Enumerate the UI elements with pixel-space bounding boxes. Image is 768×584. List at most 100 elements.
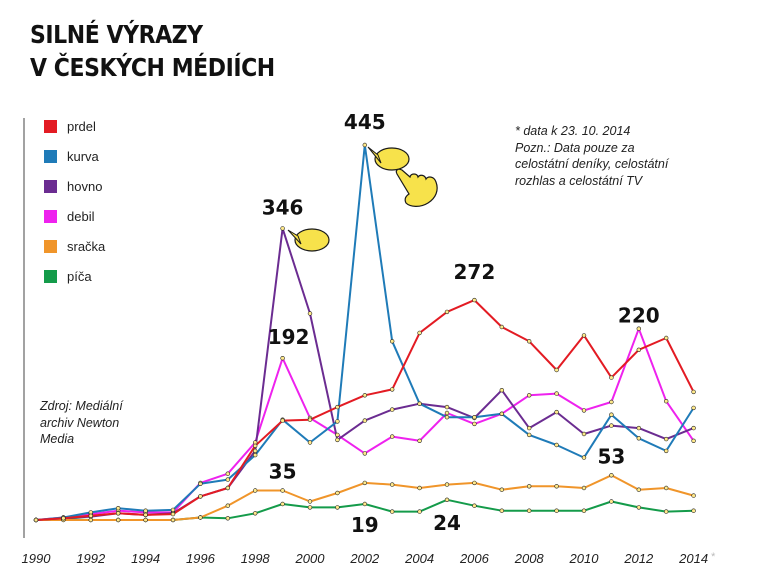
data-point (663, 485, 669, 491)
data-point (691, 389, 696, 395)
data-point (417, 485, 422, 491)
data-point (362, 501, 367, 507)
data-point (115, 517, 121, 523)
data-point (609, 473, 614, 478)
data-point (253, 448, 258, 454)
legend-swatch (44, 270, 57, 283)
data-point (499, 487, 504, 492)
title-line: SILNÉ VÝRAZY (30, 20, 203, 49)
x-tick-label: 2010 (569, 551, 600, 566)
data-point (472, 480, 477, 486)
data-point (554, 484, 559, 489)
data-point (307, 505, 313, 510)
data-point (444, 415, 450, 420)
data-point (198, 481, 203, 486)
data-point (33, 517, 39, 523)
data-point (61, 516, 66, 521)
data-point (663, 436, 669, 442)
data-point (444, 482, 450, 487)
x-tick-label: 1996 (186, 551, 216, 566)
data-point (253, 488, 258, 493)
data-point (362, 142, 367, 148)
data-point (609, 412, 614, 417)
x-tick-label: 2012 (623, 551, 654, 566)
data-point (691, 425, 696, 431)
legend-label: kurva (67, 149, 100, 164)
data-note: * data k 23. 10. 2014 Pozn.: Data pouze … (515, 123, 755, 189)
data-point (225, 471, 231, 476)
x-tick-label: 2004 (404, 551, 434, 566)
data-point (526, 508, 532, 513)
pointing-hand-icon (395, 168, 438, 207)
data-point (335, 437, 340, 443)
data-point (581, 408, 587, 413)
data-point (335, 432, 340, 438)
data-point (307, 499, 313, 504)
data-point (472, 297, 477, 303)
data-point (307, 311, 313, 316)
data-point (280, 226, 285, 231)
legend: prdel kurva hovno debil sračka píča (44, 119, 106, 284)
data-point (581, 485, 587, 491)
data-point (636, 505, 641, 510)
data-point (390, 407, 395, 412)
data-point (526, 432, 532, 438)
data-point (143, 517, 148, 523)
speech-bubble-icon (294, 228, 330, 252)
data-point (472, 415, 477, 420)
source-note: Zdroj: Mediální archiv Newton Media (40, 398, 123, 448)
speech-bubble-tail (367, 146, 382, 164)
series-line-debil (35, 327, 695, 521)
data-point (609, 375, 614, 380)
data-point (609, 499, 614, 504)
data-point (225, 503, 231, 508)
note-line: * data k 23. 10. 2014 (515, 124, 631, 138)
data-point (143, 508, 148, 513)
data-point (253, 443, 258, 448)
value-callout: 53 (597, 444, 625, 468)
data-point (253, 511, 258, 516)
data-point (691, 508, 696, 513)
data-point (554, 367, 559, 373)
data-point (390, 387, 395, 392)
data-point (636, 487, 641, 492)
source-line: archiv Newton (40, 415, 120, 430)
data-point (554, 442, 559, 448)
data-point (609, 423, 614, 428)
note-line: rozhlas a celostátní TV (515, 173, 643, 188)
legend-label: debil (67, 209, 95, 224)
data-point (362, 393, 367, 398)
value-callout: 445 (344, 110, 386, 134)
data-point (663, 335, 669, 341)
series-line-kurva (35, 144, 695, 521)
data-point (362, 451, 367, 456)
x-tick-label: 1994 (131, 551, 160, 566)
data-point (526, 425, 532, 431)
data-point (499, 388, 504, 393)
data-point (88, 513, 94, 518)
data-point (198, 515, 203, 520)
speech-bubble-tail (287, 229, 302, 245)
data-point (444, 309, 450, 315)
x-tick-label: 2014 (678, 551, 708, 566)
data-point (225, 477, 231, 482)
legend-label: hovno (67, 179, 102, 194)
data-point (335, 404, 340, 410)
data-point (280, 418, 285, 423)
value-callout: 19 (351, 513, 379, 537)
data-point (526, 393, 532, 398)
data-point (636, 425, 641, 431)
legend-swatch (44, 240, 57, 253)
data-point (390, 509, 395, 514)
data-point (362, 480, 367, 486)
data-point (663, 509, 669, 514)
x-tick-label: 2008 (514, 551, 545, 566)
data-point (581, 431, 587, 437)
data-point (609, 399, 614, 405)
series-group (33, 142, 696, 523)
value-callout: 346 (262, 195, 304, 219)
title-line: V ČESKÝCH MÉDIÍCH (30, 53, 275, 82)
data-point (417, 330, 422, 336)
data-point (444, 410, 450, 416)
